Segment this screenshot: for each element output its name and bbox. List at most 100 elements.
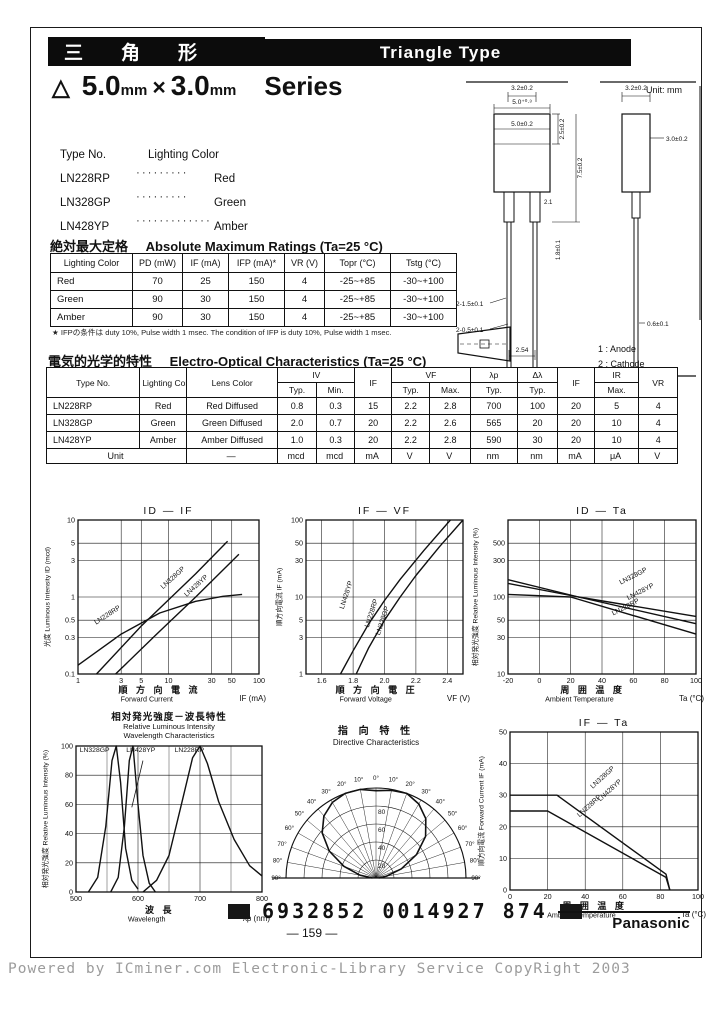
svg-text:40: 40 (378, 845, 386, 852)
svg-text:波 長: 波 長 (145, 904, 175, 915)
svg-text:700: 700 (194, 894, 206, 903)
table-cell: Amber (50, 308, 133, 327)
svg-text:60: 60 (629, 676, 637, 685)
unit-cell: nm (470, 448, 518, 464)
table-cell: 0.8 (277, 397, 317, 415)
svg-text:80: 80 (65, 771, 73, 780)
table-cell: Green (139, 414, 187, 432)
svg-text:50: 50 (295, 539, 303, 548)
table-cell: LN328GP (45, 414, 141, 432)
table-cell: 700 (470, 397, 518, 415)
eo-heading-jp: 電気的光学的特性 (48, 354, 153, 369)
table-cell: 565 (470, 414, 518, 432)
chart-luminous-intensity-vs-forward-current: 1 3 5 10 30 50 1000.10.30.513510LN328GPLN428YP… (43, 505, 267, 704)
column-header: IF (mA) (182, 253, 229, 273)
svg-text:30: 30 (499, 791, 507, 800)
table-cell: 20 (354, 431, 392, 449)
barcode: 6932852 0014927 874 (228, 899, 582, 923)
unit-cell: mA (354, 448, 392, 464)
svg-text:70°: 70° (277, 841, 287, 848)
svg-text:LN328GP: LN328GP (80, 747, 110, 754)
table-cell: 20 (557, 431, 595, 449)
svg-text:0: 0 (69, 888, 73, 897)
table-cell: 4 (284, 308, 325, 327)
svg-text:40°: 40° (307, 798, 317, 805)
svg-text:10: 10 (165, 676, 173, 685)
size-unit-1: mm (120, 82, 148, 99)
size-value-1: 5.0 (81, 70, 121, 101)
series-title: △ 5.0 mm × 3.0 mm Series (52, 70, 342, 102)
unit-cell: mcd (315, 448, 356, 464)
absolute-maximum-ratings-table: Lighting Color PD (mW) IF (mA) IFP (mA)* VR … (50, 253, 457, 327)
column-header: Lighting Color (139, 367, 187, 398)
table-cell: LN428YP (45, 431, 141, 449)
type-list-item: LN228RP ········· Red (60, 167, 236, 185)
svg-text:20°: 20° (337, 781, 347, 788)
svg-text:100: 100 (493, 593, 505, 602)
table-row: LN228RP Red Red Diffused 0.8 0.3 15 2.2 2.8 700 1… (45, 397, 678, 415)
svg-text:500: 500 (70, 894, 82, 903)
svg-text:30: 30 (295, 556, 303, 565)
unit-cell: V (390, 448, 431, 464)
chart-container-id-ta: -20 0 20 40 60 80 100 10 30 50 100 300 500 LN328GP LN4… (470, 504, 706, 709)
svg-text:1 : Anode: 1 : Anode (598, 344, 636, 354)
svg-text:指 向 特 性: 指 向 特 性 (338, 724, 414, 737)
svg-text:Ta (°C): Ta (°C) (681, 910, 706, 919)
table-cell: 30 (182, 308, 229, 327)
svg-text:Directive Characteristics: Directive Characteristics (333, 738, 419, 747)
column-header: PD (mW) (132, 253, 183, 273)
column-header: Lighting Color (50, 253, 133, 273)
table-row: Red 70 25 150 4 -25~+85 -30~+100 (50, 272, 457, 291)
table-cell: 0.7 (315, 414, 356, 432)
column-subheader: Max. (593, 382, 640, 398)
svg-text:70°: 70° (465, 841, 475, 848)
table-cell: 2.8 (429, 431, 472, 449)
abs-max-heading-en: Absolute Maximum Ratings (Ta=25 °C) (145, 239, 383, 254)
svg-text:0: 0 (537, 676, 541, 685)
svg-text:λp (nm): λp (nm) (243, 914, 270, 923)
svg-text:60°: 60° (458, 825, 468, 832)
table-cell: 90 (132, 290, 183, 309)
table-row: LN328GP Green Green Diffused 2.0 0.7 20 2.2 2.6… (45, 414, 678, 432)
svg-text:相対発光強度 Relative Luminous Inte: 相対発光強度 Relative Luminous Intensity (%) (41, 750, 50, 888)
table-cell: 4 (284, 290, 325, 309)
package-outline-drawing: Unit: mm3.2±0.25.0⁺⁰·³5.0±0.2 2.5±0.27.5±… (452, 81, 701, 380)
svg-text:40: 40 (499, 759, 507, 768)
table-cell: Amber (139, 431, 187, 449)
svg-text:7.5±0.2: 7.5±0.2 (577, 157, 584, 178)
svg-text:5.0±0.2: 5.0±0.2 (511, 121, 533, 128)
chart-relative-intensity-vs-ambient-temperature: -20 0 20 40 60 80 100 10 30 50 100 300 500 LN328GPLN4… (471, 505, 705, 704)
column-header: VR (V) (284, 253, 325, 273)
table-cell: -30~+100 (390, 272, 457, 291)
svg-text:100: 100 (291, 516, 303, 525)
table-cell: 1.0 (277, 431, 317, 449)
svg-text:100: 100 (692, 892, 704, 901)
svg-text:LN328GP: LN328GP (619, 566, 649, 586)
svg-text:50: 50 (228, 676, 236, 685)
table-cell: 0.3 (315, 431, 356, 449)
table-cell: LN228RP (45, 397, 141, 415)
svg-text:0.6±0.1: 0.6±0.1 (647, 321, 669, 328)
svg-text:40: 40 (581, 892, 589, 901)
svg-text:2-1.5±0.1: 2-1.5±0.1 (456, 301, 484, 308)
table-cell: Green Diffused (185, 414, 279, 432)
svg-text:10: 10 (499, 854, 507, 863)
column-header: IR (593, 367, 640, 383)
svg-text:IF — VF: IF — VF (358, 505, 411, 517)
svg-text:5: 5 (139, 676, 143, 685)
svg-text:順方向電流 Forward Current IF (mA: 順方向電流 Forward Current IF (mA) (477, 756, 486, 866)
barcode-left-block (228, 903, 250, 919)
table-cell: 150 (228, 308, 285, 327)
svg-text:1.8: 1.8 (348, 676, 358, 685)
table-cell: Red (139, 397, 187, 415)
svg-text:10: 10 (67, 516, 75, 525)
svg-text:1.8±0.1: 1.8±0.1 (556, 239, 562, 260)
svg-text:500: 500 (493, 539, 505, 548)
type-list: Type No. Lighting Color LN228RP ········· Re… (60, 146, 248, 236)
svg-text:5: 5 (71, 539, 75, 548)
column-subheader: Max. (429, 382, 472, 398)
table-cell: 90 (132, 308, 183, 327)
table-cell: 20 (557, 414, 595, 432)
